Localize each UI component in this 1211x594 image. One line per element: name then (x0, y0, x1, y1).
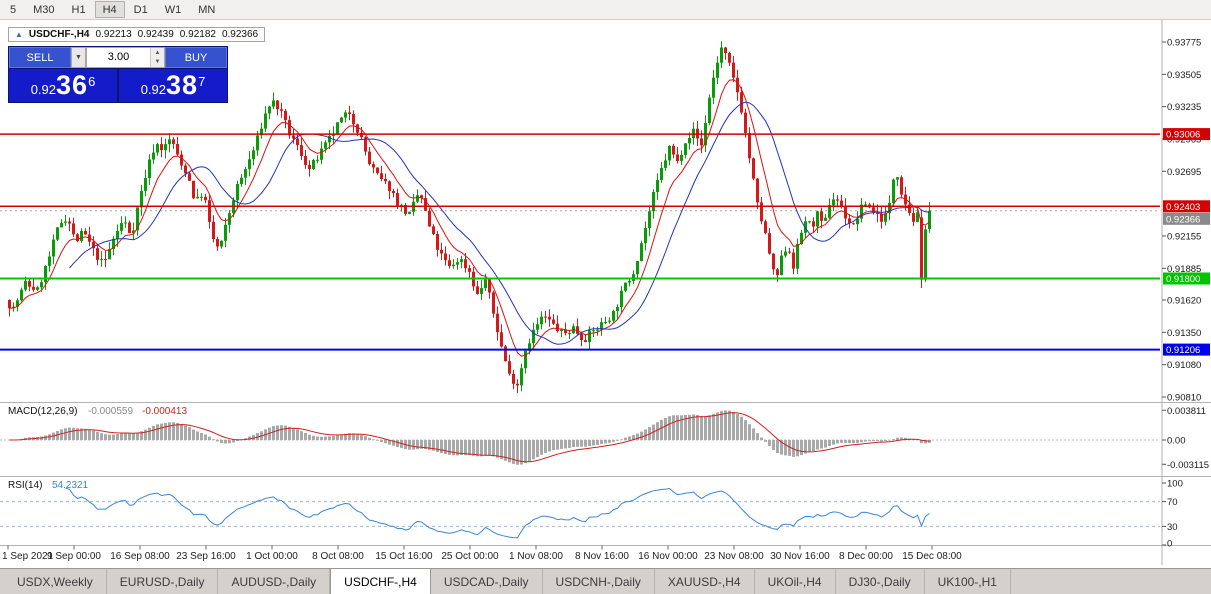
chart-symbol-label: USDCHF-,H4 (28, 29, 90, 40)
time-axis-label: 23 Sep 16:00 (176, 551, 236, 562)
rsi-label: RSI(14) (8, 480, 42, 491)
volume-up-button[interactable]: ▲ (151, 48, 164, 58)
price-axis-tick: 0.93775 (1167, 38, 1201, 49)
timeframe-button-H1[interactable]: H1 (64, 1, 94, 18)
chart-tab-dj30-daily[interactable]: DJ30-,Daily (836, 569, 925, 594)
svg-text:0.92366: 0.92366 (1166, 214, 1200, 225)
price-badge-0.93006: 0.93006 (1163, 128, 1210, 141)
price-axis-tick: 0.92695 (1167, 167, 1201, 178)
chart-tab-usdx-weekly[interactable]: USDX,Weekly (4, 569, 107, 594)
ohlc-close-value: 0.92366 (221, 29, 259, 40)
time-axis-label: 8 Dec 00:00 (839, 551, 893, 562)
sell-price-display[interactable]: 0.92366 (9, 69, 117, 102)
ohlc-high-value: 0.92439 (137, 29, 174, 40)
price-badge-0.91206: 0.91206 (1163, 343, 1210, 356)
price-axis-tick: 0.93235 (1167, 102, 1201, 113)
timeframe-button-W1[interactable]: W1 (157, 1, 190, 18)
timeframe-button-MN[interactable]: MN (190, 1, 223, 18)
svg-text:0.93006: 0.93006 (1166, 130, 1200, 141)
sell-price-sup: 6 (88, 74, 96, 89)
buy-button[interactable]: BUY (165, 47, 227, 68)
macd-signal-value: -0.000413 (142, 406, 187, 417)
buy-price-sup: 7 (198, 74, 206, 89)
macd-histogram (16, 410, 931, 465)
price-badge-0.92403: 0.92403 (1163, 200, 1210, 213)
chart-tab-usdcad-daily[interactable]: USDCAD-,Daily (431, 569, 543, 594)
buy-price-display[interactable]: 0.92387 (119, 69, 227, 102)
chart-tab-uk100-h1[interactable]: UK100-,H1 (925, 569, 1011, 594)
time-axis-label: 1 Oct 00:00 (246, 551, 298, 562)
timeframe-button-M30[interactable]: M30 (25, 1, 62, 18)
chart-tab-usdchf-h4[interactable]: USDCHF-,H4 (330, 569, 431, 594)
rsi-axis-label: 70 (1167, 497, 1178, 508)
macd-axis-label: 0.003811 (1167, 406, 1206, 417)
chart-tab-audusd-daily[interactable]: AUDUSD-,Daily (218, 569, 331, 594)
time-axis-label: 15 Dec 08:00 (902, 551, 962, 562)
volume-input[interactable]: 3.00 ▲ ▼ (86, 47, 165, 68)
time-axis-label: 15 Oct 16:00 (375, 551, 433, 562)
price-axis-tick: 0.91350 (1167, 328, 1201, 339)
time-axis-label: 8 Oct 08:00 (312, 551, 364, 562)
ma-slow-line (69, 101, 930, 345)
macd-axis-label: -0.003115 (1167, 460, 1209, 471)
chart-title-bar: ▲ USDCHF-,H4 0.92213 0.92439 0.92182 0.9… (8, 27, 266, 42)
rsi-line (65, 487, 930, 539)
time-axis-label: 16 Nov 00:00 (638, 551, 698, 562)
time-axis-label: 30 Nov 16:00 (770, 551, 830, 562)
price-axis-tick: 0.91885 (1167, 264, 1201, 275)
ma-fast-line (9, 79, 930, 357)
time-axis-label: 25 Oct 00:00 (441, 551, 499, 562)
volume-down-button[interactable]: ▼ (151, 57, 164, 67)
sell-button[interactable]: SELL (9, 47, 71, 68)
price-axis-tick: 0.93505 (1167, 70, 1201, 81)
chart-tab-eurusd-daily[interactable]: EURUSD-,Daily (107, 569, 219, 594)
volume-value: 3.00 (107, 51, 130, 63)
price-badge-0.92366: 0.92366 (1163, 212, 1210, 225)
time-axis-label: 16 Sep 08:00 (110, 551, 170, 562)
price-axis-tick: 0.90810 (1167, 393, 1201, 404)
time-axis-label: 9 Sep 00:00 (47, 551, 101, 562)
chart-marker-icon: ▲ (15, 30, 23, 39)
timeframe-toolbar: 5 M30 H1 H4 D1 W1 MN (0, 0, 1211, 20)
macd-main-value: -0.000559 (88, 406, 133, 417)
rsi-axis-label: 30 (1167, 522, 1178, 533)
svg-text:0.92403: 0.92403 (1166, 202, 1200, 213)
macd-label: MACD(12,26,9) (8, 406, 77, 417)
chart-tab-xauusd-h4[interactable]: XAUUSD-,H4 (655, 569, 755, 594)
svg-text:0.91206: 0.91206 (1166, 345, 1200, 356)
timeframe-button-D1[interactable]: D1 (126, 1, 156, 18)
candlesticks (8, 41, 931, 394)
timeframe-button-5[interactable]: 5 (2, 1, 24, 18)
time-axis-label: 1 Sep 2021 (2, 551, 54, 562)
buy-price-prefix: 0.92 (140, 82, 167, 97)
macd-axis-label: 0.00 (1167, 436, 1186, 447)
buy-price-big: 38 (166, 70, 199, 100)
timeframe-button-H4[interactable]: H4 (94, 1, 125, 18)
chart-tab-usdcnh-daily[interactable]: USDCNH-,Daily (543, 569, 655, 594)
rsi-axis-label: 100 (1167, 479, 1183, 490)
chart-tab-ukoil-h4[interactable]: UKOil-,H4 (755, 569, 836, 594)
rsi-axis-label: 0 (1167, 539, 1172, 550)
rsi-value: 54.2321 (52, 480, 89, 491)
sell-price-big: 36 (56, 70, 89, 100)
price-axis-tick: 0.92155 (1167, 231, 1201, 242)
chart-tab-bar: USDX,Weekly EURUSD-,Daily AUDUSD-,Daily USD… (0, 568, 1211, 594)
chart-canvas[interactable]: MACD(12,26,9) -0.000559 -0.000413 0.003811 0… (0, 20, 1211, 568)
volume-dropdown-button[interactable]: ▼ (71, 47, 86, 68)
svg-text:0.91800: 0.91800 (1166, 274, 1200, 285)
ohlc-open-value: 0.92213 (95, 29, 132, 40)
price-axis-tick: 0.91080 (1167, 360, 1201, 371)
ohlc-low-value: 0.92182 (179, 29, 216, 40)
sell-price-prefix: 0.92 (30, 82, 57, 97)
time-axis-label: 8 Nov 16:00 (575, 551, 629, 562)
time-axis-label: 23 Nov 08:00 (704, 551, 764, 562)
price-axis-tick: 0.91620 (1167, 296, 1201, 307)
chart-window: MACD(12,26,9) -0.000559 -0.000413 0.003811 0… (0, 20, 1211, 568)
price-badge-0.91800: 0.91800 (1163, 272, 1210, 285)
one-click-trading-panel: SELL ▼ 3.00 ▲ ▼ BUY 0.92366 0.92387 (8, 46, 228, 103)
time-axis-label: 1 Nov 08:00 (509, 551, 563, 562)
macd-signal-line (9, 412, 930, 463)
